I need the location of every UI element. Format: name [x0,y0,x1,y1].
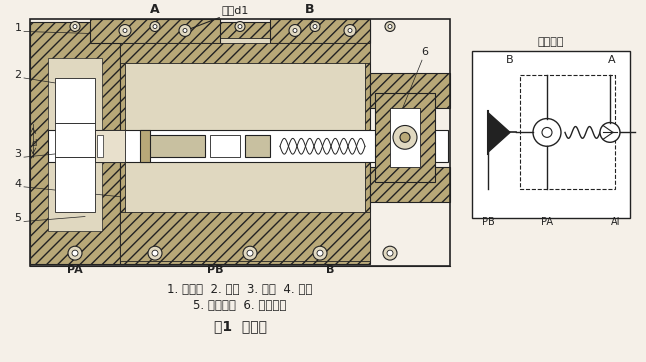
Text: 3: 3 [14,149,21,159]
Circle shape [238,25,242,29]
Bar [120,22,370,264]
Circle shape [247,250,253,256]
Text: A: A [608,55,616,65]
Circle shape [150,22,160,31]
Circle shape [119,25,131,37]
Text: AI: AI [611,218,621,227]
Circle shape [235,22,245,31]
Circle shape [243,246,257,260]
Bar [140,130,150,162]
Bar [97,135,103,157]
Circle shape [400,132,410,142]
Circle shape [153,25,157,29]
Bar [55,157,95,211]
Circle shape [348,29,352,33]
Text: 5. 复位弹簧  6. 单向阀组: 5. 复位弹簧 6. 单向阀组 [193,299,287,312]
Text: PA: PA [541,218,553,227]
Circle shape [344,25,356,37]
Circle shape [387,250,393,256]
Circle shape [313,25,317,29]
Text: φD2: φD2 [65,140,83,149]
Text: φD3: φD3 [59,123,78,132]
Circle shape [148,246,162,260]
Bar [30,18,450,266]
Text: 小孔d1: 小孔d1 [222,5,249,14]
Text: B: B [306,3,315,16]
Circle shape [385,22,395,31]
Circle shape [393,126,417,149]
Circle shape [73,25,77,29]
Circle shape [542,127,552,137]
Text: 图1  结构图: 图1 结构图 [213,319,267,333]
Text: B: B [506,55,514,65]
Bar [55,122,95,157]
Bar [472,51,630,218]
Bar [245,135,270,157]
Text: 6: 6 [421,47,428,57]
Text: PB: PB [207,265,224,275]
Circle shape [317,250,323,256]
Bar [210,135,240,157]
Circle shape [183,29,187,33]
Text: 2: 2 [14,70,21,80]
Circle shape [289,25,301,37]
Bar [55,78,95,122]
Polygon shape [488,113,510,152]
Bar [120,211,370,261]
Circle shape [383,246,397,260]
Circle shape [152,250,158,256]
Bar [390,108,420,167]
Text: PB: PB [482,218,494,227]
Bar [95,130,125,162]
Circle shape [533,119,561,146]
Text: φD4: φD4 [59,163,78,172]
Bar [30,22,120,264]
Bar [370,73,450,108]
Text: 1. 接头座  2. 阀座  3. 阀杆  4. 阀体: 1. 接头座 2. 阀座 3. 阀杆 4. 阀体 [167,283,313,296]
Bar [375,93,435,182]
Text: φD1: φD1 [59,84,78,93]
Bar [270,18,370,43]
Circle shape [72,250,78,256]
Text: A: A [150,3,160,16]
Circle shape [313,246,327,260]
Text: 5: 5 [14,214,21,223]
Circle shape [123,29,127,33]
Bar [90,18,220,43]
Text: 机能符号: 机能符号 [537,37,564,47]
Bar [48,130,448,162]
Circle shape [70,22,80,31]
Circle shape [600,122,620,142]
Bar [120,43,370,63]
Text: 4: 4 [14,179,21,189]
Circle shape [388,25,392,29]
Bar [48,58,102,231]
Circle shape [310,22,320,31]
Bar [370,167,450,202]
Circle shape [68,246,82,260]
Bar [278,132,368,160]
Text: PA: PA [67,265,83,275]
Text: d: d [31,139,36,148]
Bar [520,75,615,189]
Bar [125,38,365,231]
Circle shape [293,29,297,33]
Text: 1: 1 [14,24,21,33]
Circle shape [179,25,191,37]
Text: B: B [326,265,334,275]
Bar [145,135,205,157]
